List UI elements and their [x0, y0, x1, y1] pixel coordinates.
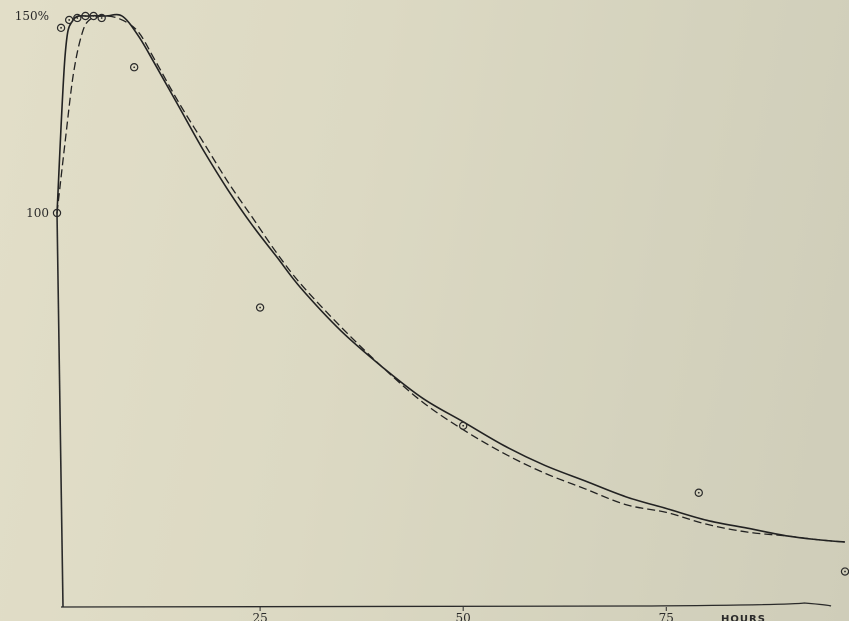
data-point: [129, 63, 139, 72]
series-lines: [56, 13, 846, 543]
data-point: [97, 13, 106, 23]
data-point: [73, 13, 82, 23]
data-point: [56, 23, 66, 33]
dashed-curve: [56, 15, 846, 543]
data-point-center: [697, 491, 700, 494]
y-tick-label-100: 100: [26, 206, 49, 220]
data-point-center: [84, 15, 87, 17]
data-point-center: [60, 26, 62, 29]
data-point-center: [100, 17, 103, 19]
y-axis-line: [56, 212, 64, 608]
axes: [56, 212, 832, 611]
data-point: [694, 488, 703, 497]
x-axis-line: [60, 602, 832, 608]
data-point: [81, 11, 90, 21]
series-markers: [52, 11, 849, 576]
data-point: [52, 208, 62, 218]
data-point: [255, 303, 265, 312]
data-point-center: [76, 17, 79, 19]
data-point-center: [844, 570, 846, 573]
data-point: [458, 421, 468, 430]
x-tick-label-75: 75: [659, 611, 674, 621]
x-tick-label-50: 50: [456, 611, 471, 621]
x-axis-title: HOURS: [721, 614, 766, 621]
solid-curve: [56, 13, 846, 543]
y-tick-label-150: 150%: [15, 9, 49, 23]
data-point-center: [259, 306, 261, 309]
data-point: [64, 15, 74, 25]
data-point-center: [92, 15, 95, 17]
data-point-center: [68, 19, 71, 21]
data-point-center: [462, 424, 465, 427]
data-point-center: [56, 212, 58, 214]
tick-labels: 25 50 75 100 150% HOURS: [15, 9, 766, 621]
data-point: [89, 11, 98, 21]
x-tick-label-25: 25: [252, 611, 267, 621]
data-point-center: [133, 66, 136, 69]
